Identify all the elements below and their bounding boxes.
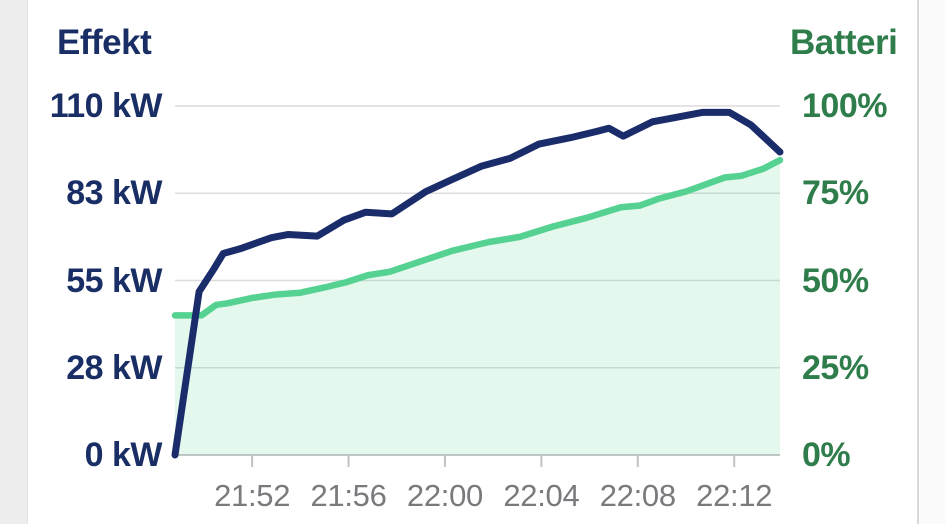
power-tick-label: 28 kW: [66, 348, 162, 387]
battery-axis-title: Batteri: [790, 23, 898, 62]
battery-tick-label: 75%: [802, 174, 869, 213]
power-axis-title: Effekt: [57, 23, 152, 62]
time-tick-label: 22:12: [696, 478, 773, 513]
battery-tick-label: 0%: [802, 436, 851, 474]
time-tick-label: 22:04: [503, 478, 580, 513]
screen-right-margin: [917, 0, 946, 524]
battery-tick-label: 25%: [802, 348, 869, 387]
time-tick-label: 22:00: [406, 478, 483, 513]
time-tick-label: 21:56: [310, 478, 387, 513]
time-tick-label: 21:52: [214, 478, 291, 513]
battery-tick-label: 50%: [802, 261, 869, 300]
screen-left-margin: [0, 0, 28, 524]
battery-tick-label: 100%: [802, 87, 887, 125]
power-tick-label: 0 kW: [84, 436, 163, 474]
power-tick-label: 83 kW: [66, 174, 162, 213]
power-tick-label: 55 kW: [66, 261, 162, 300]
power-tick-label: 110 kW: [49, 87, 163, 125]
time-tick-label: 22:08: [599, 478, 676, 513]
